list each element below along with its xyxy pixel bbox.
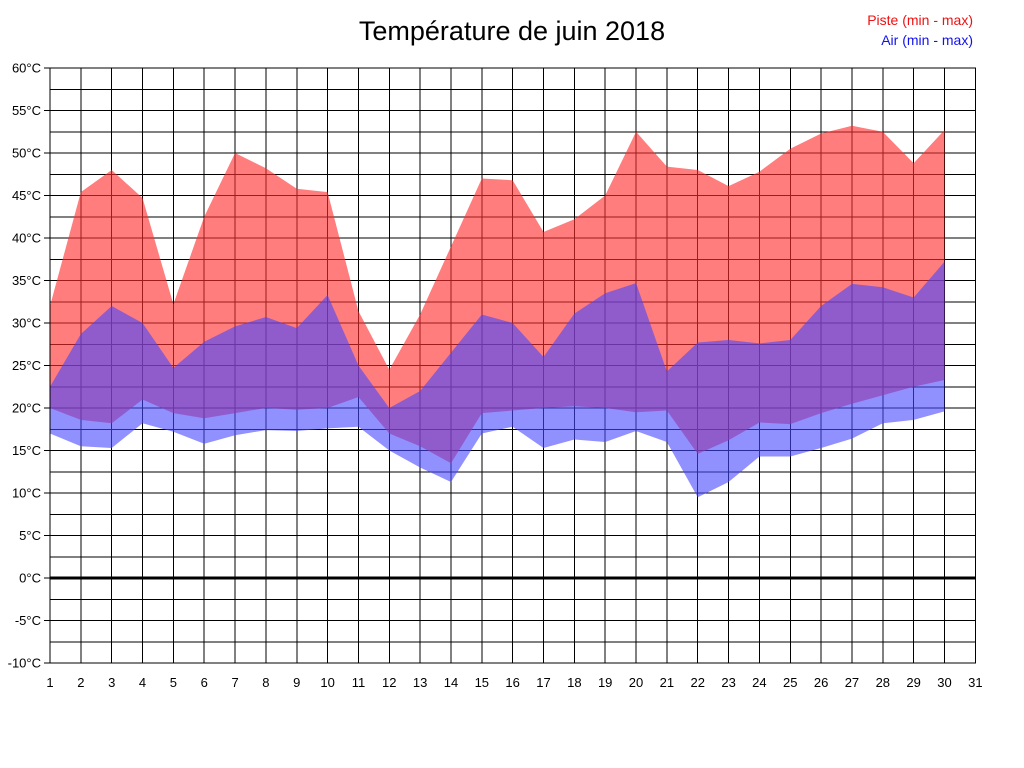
svg-text:16: 16 xyxy=(505,675,519,690)
legend-air-label: Air (min - max) xyxy=(881,32,973,48)
svg-text:15°C: 15°C xyxy=(12,443,41,458)
chart-legend: Piste (min - max) Air (min - max) xyxy=(867,10,973,50)
svg-text:9: 9 xyxy=(293,675,300,690)
svg-text:18: 18 xyxy=(567,675,581,690)
svg-text:8: 8 xyxy=(262,675,269,690)
svg-text:19: 19 xyxy=(598,675,612,690)
legend-piste-label: Piste (min - max) xyxy=(867,12,973,28)
svg-text:31: 31 xyxy=(968,675,982,690)
svg-text:-10°C: -10°C xyxy=(8,656,41,671)
svg-text:17: 17 xyxy=(536,675,550,690)
svg-text:5: 5 xyxy=(170,675,177,690)
svg-text:25°C: 25°C xyxy=(12,358,41,373)
svg-text:7: 7 xyxy=(231,675,238,690)
svg-text:12: 12 xyxy=(382,675,396,690)
svg-text:-5°C: -5°C xyxy=(15,613,41,628)
svg-text:14: 14 xyxy=(444,675,458,690)
svg-text:15: 15 xyxy=(475,675,489,690)
svg-text:10°C: 10°C xyxy=(12,486,41,501)
svg-text:29: 29 xyxy=(906,675,920,690)
svg-text:10: 10 xyxy=(320,675,334,690)
svg-text:6: 6 xyxy=(201,675,208,690)
svg-text:50°C: 50°C xyxy=(12,146,41,161)
svg-text:30°C: 30°C xyxy=(12,316,41,331)
svg-text:35°C: 35°C xyxy=(12,273,41,288)
svg-text:3: 3 xyxy=(108,675,115,690)
svg-text:23: 23 xyxy=(721,675,735,690)
svg-text:21: 21 xyxy=(660,675,674,690)
svg-text:22: 22 xyxy=(690,675,704,690)
svg-text:25: 25 xyxy=(783,675,797,690)
svg-text:45°C: 45°C xyxy=(12,188,41,203)
svg-text:30: 30 xyxy=(937,675,951,690)
svg-text:55°C: 55°C xyxy=(12,103,41,118)
air-band xyxy=(50,261,945,498)
svg-text:11: 11 xyxy=(352,675,366,690)
svg-text:20°C: 20°C xyxy=(12,401,41,416)
svg-text:26: 26 xyxy=(814,675,828,690)
svg-text:40°C: 40°C xyxy=(12,231,41,246)
chart-title: Température de juin 2018 xyxy=(358,16,666,46)
svg-text:5°C: 5°C xyxy=(19,528,41,543)
svg-text:0°C: 0°C xyxy=(19,571,41,586)
svg-text:24: 24 xyxy=(752,675,766,690)
svg-text:28: 28 xyxy=(876,675,890,690)
svg-text:60°C: 60°C xyxy=(12,61,41,76)
svg-text:2: 2 xyxy=(77,675,84,690)
svg-text:1: 1 xyxy=(46,675,53,690)
svg-text:20: 20 xyxy=(629,675,643,690)
svg-text:27: 27 xyxy=(845,675,859,690)
svg-text:4: 4 xyxy=(139,675,146,690)
svg-text:13: 13 xyxy=(413,675,427,690)
